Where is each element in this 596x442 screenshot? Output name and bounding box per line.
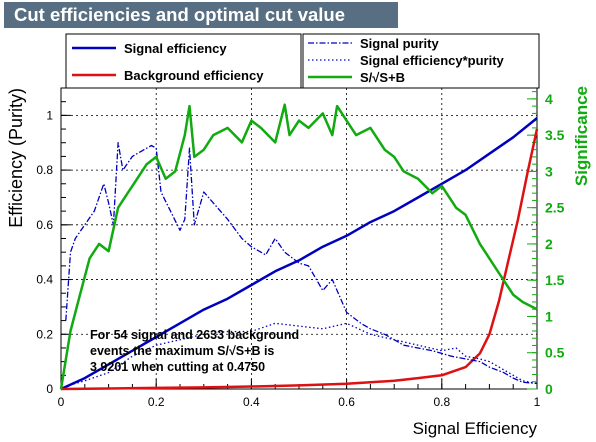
y2-tick-label: 3 <box>545 163 553 179</box>
y-tick-label: 1 <box>46 108 53 122</box>
series-line-signal-efficiency <box>60 117 538 391</box>
legend-label: Signal efficiency <box>124 41 227 56</box>
y2-axis-label: Significance <box>572 86 591 186</box>
legend-label: Signal efficiency*purity <box>360 53 505 68</box>
y-tick-label: 0.2 <box>36 327 53 341</box>
y2-tick-label: 1.5 <box>545 272 565 288</box>
y2-tick-label: 0.5 <box>545 345 565 361</box>
y-tick-label: 0.8 <box>36 163 53 177</box>
y2-tick-label: 1 <box>545 308 553 324</box>
y2-tick-label: 3.5 <box>545 127 565 143</box>
y-tick-label: 0 <box>46 382 53 396</box>
annotation-line: For 54 signal and 2633 background <box>90 328 299 342</box>
legend-label: Signal purity <box>360 36 440 51</box>
x-tick-label: 0.4 <box>243 395 260 409</box>
y-tick-label: 0.4 <box>36 273 53 287</box>
y2-tick-label: 4 <box>545 91 553 107</box>
series-line-s-s-b <box>59 103 538 390</box>
legend-box-right <box>302 33 540 89</box>
y2-tick-label: 2 <box>545 236 553 252</box>
chart-title-box: Cut efficiencies and optimal cut value <box>4 2 398 28</box>
x-tick-label: 0.2 <box>148 395 165 409</box>
annotation-line: 3.9201 when cutting at 0.4750 <box>90 360 265 374</box>
legend-label: Background efficiency <box>124 68 264 83</box>
y2-tick-label: 0 <box>545 381 553 397</box>
legend-label: S/√S+B <box>360 70 405 85</box>
y-tick-label: 0.6 <box>36 218 53 232</box>
chart-title: Cut efficiencies and optimal cut value <box>14 4 346 25</box>
x-tick-label: 0 <box>58 395 65 409</box>
x-axis-label: Signal Efficiency <box>413 419 538 438</box>
series-line-background-efficiency <box>60 128 539 391</box>
series-line-signal-purity <box>65 142 538 385</box>
legend-box-left <box>65 33 302 89</box>
y-axis-label: Efficiency (Purity) <box>6 88 26 228</box>
x-tick-label: 0.6 <box>338 395 355 409</box>
annotation-line: events the maximum S/√S+B is <box>90 344 274 358</box>
y2-tick-label: 2.5 <box>545 200 565 216</box>
x-tick-label: 1 <box>534 395 541 409</box>
x-tick-label: 0.8 <box>433 395 450 409</box>
series-line-signal-efficiency-purity <box>65 322 538 387</box>
